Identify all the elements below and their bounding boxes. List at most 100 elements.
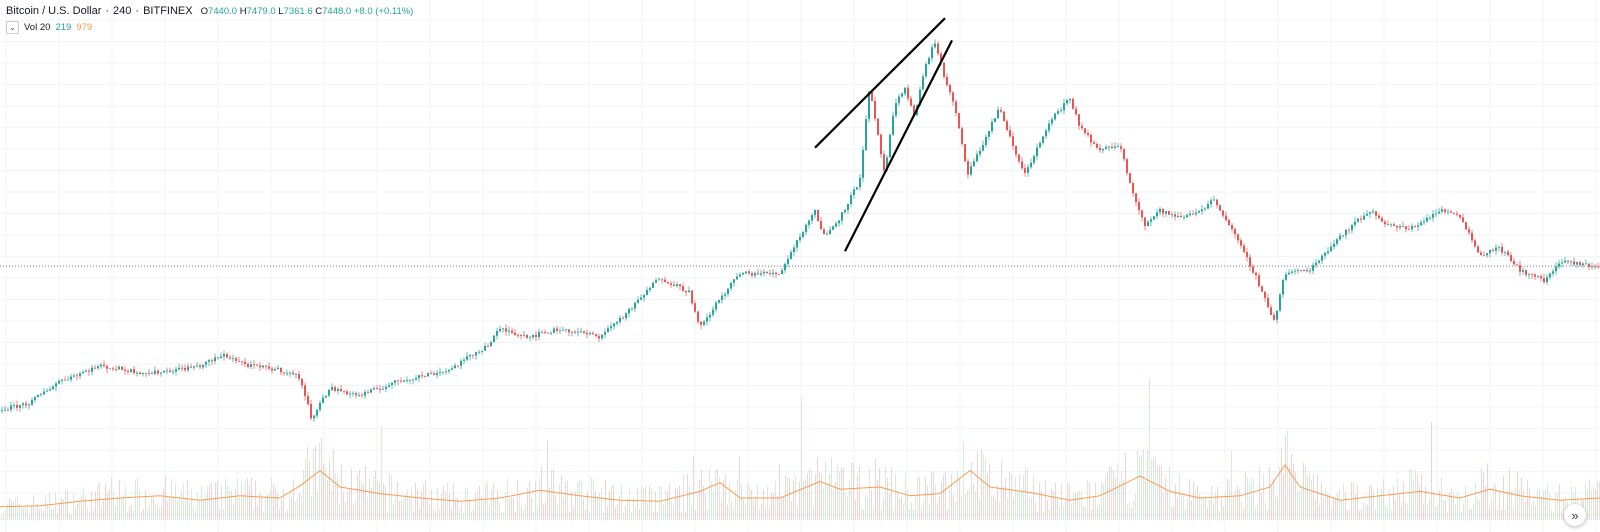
candle-body: [994, 118, 996, 122]
candle-body: [1336, 239, 1338, 244]
volume-bar: [1229, 481, 1230, 520]
candle-body: [1171, 214, 1173, 216]
volume-bar: [1199, 493, 1200, 520]
candle-body: [1117, 146, 1119, 147]
volume-bar: [849, 480, 850, 520]
volume-bar: [1267, 509, 1268, 520]
volume-bar: [543, 503, 544, 520]
trendline-lower[interactable]: [844, 39, 953, 252]
volume-bar: [1589, 479, 1590, 520]
candle-body: [19, 405, 21, 408]
volume-bar: [1261, 492, 1262, 520]
volume-bar: [557, 505, 558, 520]
volume-bar: [733, 509, 734, 520]
volume-bar: [45, 495, 46, 520]
candle-body: [1075, 108, 1077, 115]
candle-body: [1549, 273, 1551, 278]
candle-body: [139, 372, 141, 375]
candle-body: [799, 236, 801, 241]
volume-bar: [1555, 493, 1556, 520]
volume-bar: [707, 509, 708, 520]
volume-bar: [349, 490, 350, 520]
volume-bar: [385, 486, 386, 520]
trendlines[interactable]: [814, 17, 953, 252]
volume-bar: [1289, 467, 1290, 520]
volume-bar: [195, 510, 196, 520]
candle-body: [1333, 243, 1335, 247]
volume-bar: [1127, 504, 1128, 520]
volume-bar: [933, 472, 934, 520]
volume-bar: [697, 495, 698, 520]
chevron-down-icon[interactable]: ⌄: [6, 21, 19, 34]
candle-body: [601, 334, 603, 339]
volume-bar: [757, 485, 758, 520]
volume-bar: [141, 511, 142, 520]
volume-bar: [17, 495, 18, 520]
volume-bar: [871, 489, 872, 520]
volume-bar: [1491, 498, 1492, 520]
volume-bar: [1255, 507, 1256, 520]
volume-bar: [105, 484, 106, 520]
candle-body: [1582, 263, 1584, 266]
volume-bar: [403, 498, 404, 520]
volume-bar: [151, 496, 152, 520]
volume-bar: [19, 503, 20, 520]
candle-body: [1534, 274, 1536, 277]
volume-bar: [635, 506, 636, 520]
volume-bar: [1539, 488, 1540, 520]
volume-bar: [67, 489, 68, 520]
volume-bar: [551, 470, 552, 520]
volume-bar: [15, 498, 16, 520]
candle-body: [355, 393, 357, 396]
candle-body: [460, 360, 462, 366]
volume-bar: [255, 480, 256, 520]
candle-body: [130, 369, 132, 373]
candle-body: [424, 376, 426, 378]
candle-body: [202, 364, 204, 368]
volume-bar: [1385, 504, 1386, 520]
candle-body: [373, 388, 375, 390]
volume-bar: [581, 480, 582, 520]
volume-bar: [183, 482, 184, 520]
candle-body: [1597, 266, 1599, 268]
candle-body: [784, 264, 786, 271]
volume-bar: [937, 502, 938, 520]
volume-bar: [1195, 490, 1196, 520]
candle-body: [733, 279, 735, 283]
volume-bar: [1595, 489, 1596, 520]
candle-body: [196, 365, 198, 367]
volume-bar: [479, 485, 480, 520]
candle-body: [1360, 218, 1362, 220]
volume-bar: [535, 481, 536, 520]
volume-bar: [1003, 486, 1004, 520]
volume-bar: [1413, 478, 1414, 520]
candle-body: [199, 365, 201, 368]
volume-bar: [573, 506, 574, 520]
candle-body: [1003, 111, 1005, 122]
volume-bar: [1493, 484, 1494, 520]
volume-bar: [81, 495, 82, 520]
volume-bar: [1597, 482, 1598, 520]
volume-bar: [333, 450, 334, 520]
trendline-upper[interactable]: [814, 17, 946, 149]
candle-body: [790, 252, 792, 259]
candle-body: [865, 119, 867, 151]
candle-body: [313, 415, 315, 419]
volume-bar: [1393, 486, 1394, 520]
volume-bar: [1187, 498, 1188, 520]
volume-bar: [1365, 504, 1366, 520]
volume-bar: [437, 488, 438, 520]
volume-bar: [27, 503, 28, 520]
volume-bar: [125, 486, 126, 520]
candle-body: [1267, 297, 1269, 308]
volume-bar: [559, 484, 560, 520]
volume-bar: [1415, 469, 1416, 520]
candle-body: [1408, 229, 1410, 230]
volume-bar: [677, 488, 678, 520]
scroll-to-realtime-button[interactable]: »: [1564, 504, 1586, 526]
volume-bar: [935, 485, 936, 520]
volume-bar: [797, 508, 798, 520]
volume-bar: [1435, 505, 1436, 520]
volume-bar: [419, 508, 420, 520]
